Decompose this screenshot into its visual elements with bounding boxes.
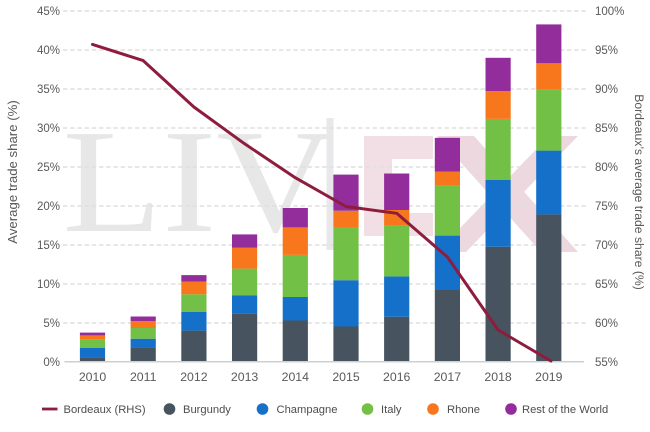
svg-text:2019: 2019 — [535, 370, 563, 384]
svg-text:100%: 100% — [595, 6, 624, 18]
svg-text:Bordeaux (RHS): Bordeaux (RHS) — [64, 404, 146, 416]
svg-text:25%: 25% — [37, 162, 60, 174]
svg-text:2014: 2014 — [282, 370, 310, 384]
svg-text:0%: 0% — [43, 357, 60, 369]
svg-text:Champagne: Champagne — [277, 404, 338, 416]
svg-text:80%: 80% — [595, 162, 618, 174]
svg-text:Italy: Italy — [381, 404, 402, 416]
svg-text:2012: 2012 — [180, 370, 208, 384]
svg-text:20%: 20% — [37, 201, 60, 213]
svg-text:2011: 2011 — [130, 370, 157, 384]
svg-text:35%: 35% — [37, 84, 60, 96]
svg-text:2017: 2017 — [434, 370, 462, 384]
svg-text:40%: 40% — [37, 45, 60, 57]
svg-text:95%: 95% — [595, 45, 618, 57]
svg-text:2015: 2015 — [332, 370, 360, 384]
svg-text:90%: 90% — [595, 84, 618, 96]
svg-text:2010: 2010 — [79, 370, 107, 384]
svg-text:70%: 70% — [595, 240, 618, 252]
svg-text:Rest of the World: Rest of the World — [522, 404, 608, 416]
svg-text:10%: 10% — [37, 279, 60, 291]
svg-text:85%: 85% — [595, 123, 618, 135]
svg-text:2016: 2016 — [383, 370, 411, 384]
svg-text:75%: 75% — [595, 201, 618, 213]
svg-text:Rhone: Rhone — [447, 404, 480, 416]
svg-text:45%: 45% — [37, 6, 60, 18]
svg-text:15%: 15% — [37, 240, 60, 252]
svg-text:65%: 65% — [595, 279, 618, 291]
svg-text:2018: 2018 — [484, 370, 512, 384]
svg-text:30%: 30% — [37, 123, 60, 135]
svg-text:Burgundy: Burgundy — [183, 404, 231, 416]
svg-text:Bordeaux’s average trade share: Bordeaux’s average trade share (%) — [632, 94, 646, 290]
svg-text:55%: 55% — [595, 357, 618, 369]
svg-text:2013: 2013 — [231, 370, 259, 384]
svg-text:60%: 60% — [595, 318, 618, 330]
svg-text:5%: 5% — [43, 318, 60, 330]
svg-text:Average trade share (%): Average trade share (%) — [5, 100, 20, 243]
